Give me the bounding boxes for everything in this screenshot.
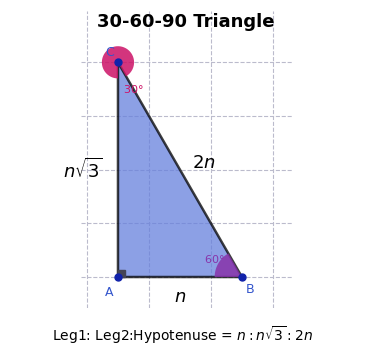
Text: Leg1: Leg2:Hypotenuse = $n: n\sqrt{3} : 2n$: Leg1: Leg2:Hypotenuse = $n: n\sqrt{3} : … xyxy=(52,325,313,346)
Text: $60°$: $60°$ xyxy=(204,253,224,265)
Polygon shape xyxy=(118,62,242,277)
Text: $2n$: $2n$ xyxy=(192,154,216,173)
Text: 30-60-90 Triangle: 30-60-90 Triangle xyxy=(97,13,275,31)
Polygon shape xyxy=(118,270,125,277)
Text: $30°$: $30°$ xyxy=(123,83,143,96)
Text: C: C xyxy=(105,46,114,58)
Text: A: A xyxy=(104,286,113,299)
Text: $n\sqrt{3}$: $n\sqrt{3}$ xyxy=(63,158,103,182)
Text: $n$: $n$ xyxy=(174,288,186,306)
Polygon shape xyxy=(215,253,242,277)
Polygon shape xyxy=(102,46,134,78)
Text: B: B xyxy=(246,283,254,296)
